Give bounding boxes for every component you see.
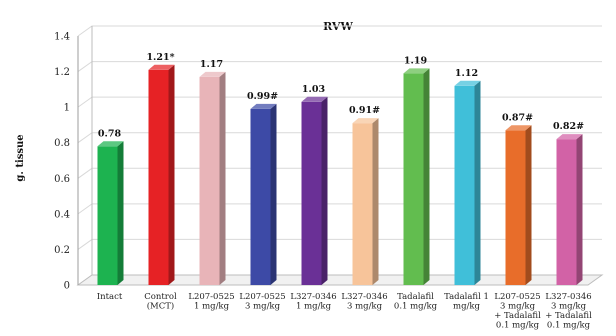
bar <box>505 125 532 285</box>
value-label: 0.99# <box>247 91 278 102</box>
x-tick-line: L207-0525 <box>239 292 285 302</box>
bar-top <box>301 96 328 102</box>
bar <box>301 96 328 285</box>
x-tick-line: 3 mg/kg <box>347 302 383 312</box>
bar <box>148 64 175 286</box>
value-label: 0.87# <box>502 112 533 123</box>
x-tick-line: 3 mg/kg <box>551 302 587 312</box>
bar-top <box>250 103 277 109</box>
bar-side <box>168 64 175 286</box>
x-tick-line: 1 mg/kg <box>194 302 230 312</box>
x-tick-line: 1 mg/kg <box>296 302 332 312</box>
y-tick-label: 0.4 <box>54 209 70 220</box>
value-label: 1.17 <box>200 59 223 70</box>
x-tick-label: L327-0346 3 mg/kg + Tadalafil 0.1 mg/kg <box>545 292 592 331</box>
value-label: 1.12 <box>455 68 478 79</box>
bar <box>250 103 277 286</box>
x-tick-line: (MCT) <box>147 301 175 312</box>
y-tick-label: 0 <box>64 281 70 292</box>
bar-front <box>454 85 475 285</box>
bar-front <box>403 73 424 285</box>
y-tick-label: 1 <box>64 103 70 114</box>
x-tick-line: Intact <box>97 292 123 302</box>
y-tick-label: 0.8 <box>54 138 70 149</box>
y-axis-label: g. tissue <box>15 134 26 181</box>
x-tick-line: L327-0346 <box>290 292 336 302</box>
bar <box>454 80 481 285</box>
value-label: 1.03 <box>302 84 325 95</box>
bar-front <box>556 139 577 285</box>
y-tick-label: 0.6 <box>54 174 70 185</box>
bar-side <box>321 96 328 285</box>
x-tick-line: Control <box>144 292 177 302</box>
bar-top <box>454 80 481 86</box>
bar-side <box>525 125 532 285</box>
value-label: 0.82# <box>553 121 584 132</box>
bar-side <box>423 68 430 285</box>
x-tick-line: L327-0346 <box>341 292 387 302</box>
bar-front <box>97 146 118 285</box>
bar-side <box>474 80 481 285</box>
x-tick-line: 0.1 mg/kg <box>394 302 438 312</box>
bar-front <box>505 130 526 285</box>
x-tick-label: Intact <box>97 292 123 302</box>
bar-front <box>199 76 220 286</box>
x-tick-line: 3 mg/kg <box>245 302 281 312</box>
value-label: 1.21* <box>146 52 174 63</box>
bar-top <box>199 71 226 77</box>
x-tick-labels: Intact Control (MCT)L207-0525 1 mg/kgL207-0… <box>97 292 592 331</box>
value-labels: 0.78 1.21* 1.17 0.99# 1.03 0.91# 1.19 1.12 0.87#… <box>98 52 584 139</box>
x-tick-line: + Tadalafil <box>545 311 592 321</box>
x-tick-line: + Tadalafil <box>494 311 541 321</box>
bar-side <box>576 134 583 285</box>
bar-side <box>117 141 124 285</box>
x-tick-line: Tadalafil <box>397 292 434 302</box>
x-tick-line: L327-0346 <box>545 292 591 302</box>
x-tick-label: Tadalafil 0.1 mg/kg <box>394 292 438 312</box>
bar-front <box>352 123 373 286</box>
y-tick-label: 1.2 <box>54 67 70 78</box>
bar <box>403 68 430 285</box>
x-tick-line: 3 mg/kg <box>500 302 536 312</box>
bar-side <box>270 103 277 286</box>
x-tick-label: L327-0346 3 mg/kg <box>341 292 387 312</box>
y-tick-label: 0.2 <box>54 245 70 256</box>
bar-top <box>148 64 175 70</box>
x-tick-label: Control (MCT) <box>144 292 177 312</box>
bar-front <box>301 101 322 285</box>
x-tick-label: Tadalafil 1 mg/kg <box>444 292 489 312</box>
x-tick-label: L207-0525 3 mg/kg <box>239 292 285 312</box>
x-tick-line: 0.1 mg/kg <box>496 321 540 331</box>
x-tick-label: L327-0346 1 mg/kg <box>290 292 336 312</box>
bar-front <box>148 69 169 286</box>
x-tick-label: L207-0525 3 mg/kg + Tadalafil 0.1 mg/kg <box>494 292 541 331</box>
bar-top <box>97 141 124 147</box>
bar-side <box>219 71 226 286</box>
value-label: 0.91# <box>349 105 380 116</box>
x-tick-line: mg/kg <box>453 302 481 312</box>
x-tick-label: L207-0525 1 mg/kg <box>188 292 234 312</box>
bar-top <box>403 68 430 74</box>
bar-top <box>505 125 532 131</box>
x-tick-line: Tadalafil 1 <box>444 292 489 302</box>
value-label: 1.19 <box>404 55 428 66</box>
bar <box>199 71 226 286</box>
bar <box>352 118 379 286</box>
bars <box>97 64 583 286</box>
bar <box>556 134 583 285</box>
y-tick-label: 1.4 <box>54 32 70 43</box>
bar <box>97 141 124 285</box>
bar-top <box>556 134 583 140</box>
x-tick-line: L207-0525 <box>188 292 234 302</box>
x-tick-line: L207-0525 <box>494 292 540 302</box>
bar-side <box>372 118 379 286</box>
value-label: 0.78 <box>98 128 122 139</box>
x-tick-line: 0.1 mg/kg <box>547 321 591 331</box>
bar-front <box>250 108 271 286</box>
bar-top <box>352 118 379 124</box>
y-tick-labels: 0 0.2 0.4 0.6 0.8 1 1.2 1.4 <box>54 32 70 292</box>
